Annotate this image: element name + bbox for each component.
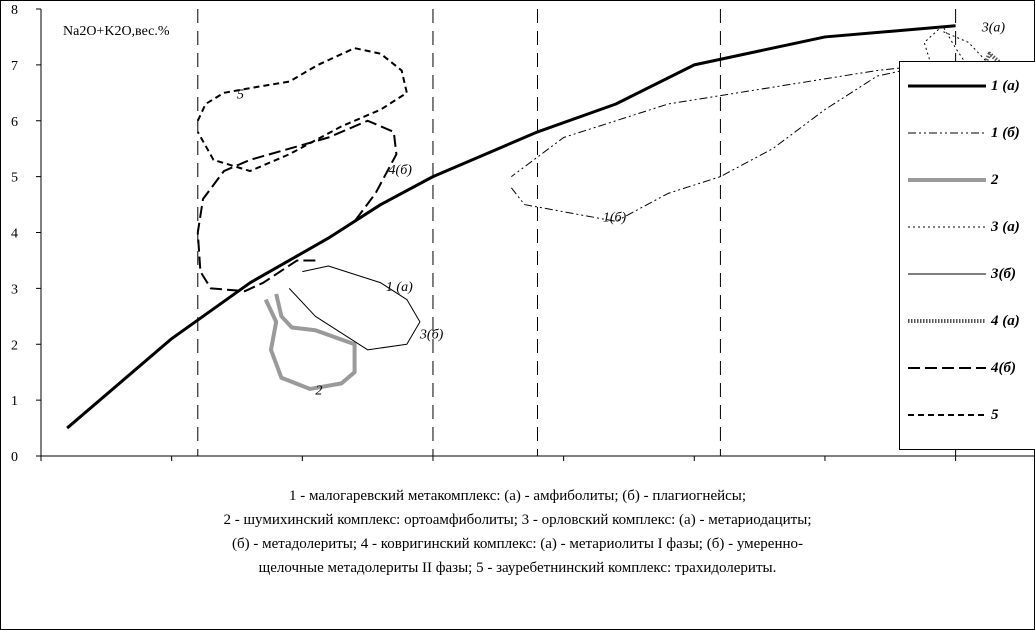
- legend-item-4: 3(б): [900, 264, 1035, 286]
- annotation-0: 1 (а): [386, 280, 413, 295]
- x-tick-label-0: 38: [34, 470, 48, 471]
- legend-swatch-0: [908, 84, 986, 88]
- legend-item-0: 1 (а): [900, 76, 1035, 98]
- series-line-4: [288, 265, 421, 351]
- series-line-2: [263, 293, 357, 391]
- caption-line-1: 1 - малогаревский метакомплекс: (а) - ам…: [288, 488, 747, 504]
- legend-swatch-7: [908, 414, 986, 416]
- y-tick-label-3: 3: [11, 282, 18, 297]
- caption-line-2: 2 - шумихинский комплекс: ортоамфиболиты…: [223, 512, 812, 528]
- legend: 1 (а) 1 (б) 2 3 (а) 3(б) 4 (а) 4(б) 5: [899, 61, 1035, 450]
- legend-label-0: 1 (а): [991, 78, 1020, 94]
- y-tick-label-8: 8: [11, 3, 18, 18]
- legend-item-3: 3 (а): [900, 217, 1035, 239]
- y-tick-label-6: 6: [11, 115, 18, 130]
- x-tick-label-5: 63: [687, 470, 701, 471]
- legend-label-7: 5: [991, 407, 999, 423]
- x-tick-label-1: 43: [165, 470, 179, 471]
- y-axis-title: Na2O+K2O,вес.%: [63, 24, 170, 39]
- annotation-5: 1(б): [603, 210, 627, 225]
- legend-item-2: 2: [900, 170, 1035, 192]
- x-tick-label-7: 73: [949, 470, 963, 471]
- legend-label-4: 3(б): [991, 266, 1016, 282]
- annotation-4: 5: [237, 87, 244, 102]
- x-tick-label-3: 53: [426, 470, 440, 471]
- caption-line-3: (б) - метадолериты; 4 - ковригинский ком…: [231, 536, 804, 552]
- series-line-6: [196, 119, 398, 293]
- y-tick-label-5: 5: [11, 171, 18, 186]
- legend-label-5: 4 (а): [991, 313, 1020, 329]
- legend-label-1: 1 (б): [991, 125, 1020, 141]
- legend-item-1: 1 (б): [900, 123, 1035, 145]
- plot-area: 0123456783843485358636873Na2O+K2O,вес.%S…: [11, 3, 1034, 471]
- legend-item-5: 4 (а): [900, 311, 1035, 333]
- y-tick-label-1: 1: [11, 394, 18, 409]
- legend-swatch-3: [908, 226, 986, 228]
- legend-item-6: 4(б): [900, 358, 1035, 380]
- annotation-3: 4(б): [389, 163, 413, 178]
- legend-swatch-1: [908, 132, 986, 134]
- annotation-2: 2: [315, 384, 322, 399]
- series-line-0: [66, 24, 956, 430]
- legend-item-7: 5: [900, 405, 1035, 427]
- annotation-6: 3(а): [981, 20, 1006, 35]
- series-line-1: [510, 64, 930, 222]
- legend-swatch-5: [908, 319, 986, 323]
- legend-label-3: 3 (а): [991, 219, 1020, 235]
- x-tick-label-4: 58: [557, 470, 571, 471]
- legend-label-6: 4(б): [991, 360, 1016, 376]
- x-tick-label-6: 68: [818, 470, 832, 471]
- y-tick-label-7: 7: [11, 59, 18, 74]
- legend-swatch-2: [908, 178, 986, 182]
- y-tick-label-0: 0: [11, 450, 18, 465]
- annotation-1: 3(б): [419, 328, 444, 343]
- legend-label-2: 2: [991, 172, 999, 188]
- legend-swatch-4: [908, 273, 986, 275]
- y-tick-label-4: 4: [11, 227, 18, 242]
- caption-line-4: щелочные метадолериты II фазы; 5 - зауре…: [258, 560, 777, 576]
- series-line-7: [196, 47, 408, 173]
- legend-swatch-6: [908, 367, 986, 369]
- y-tick-label-2: 2: [11, 338, 18, 353]
- x-tick-label-2: 48: [295, 470, 309, 471]
